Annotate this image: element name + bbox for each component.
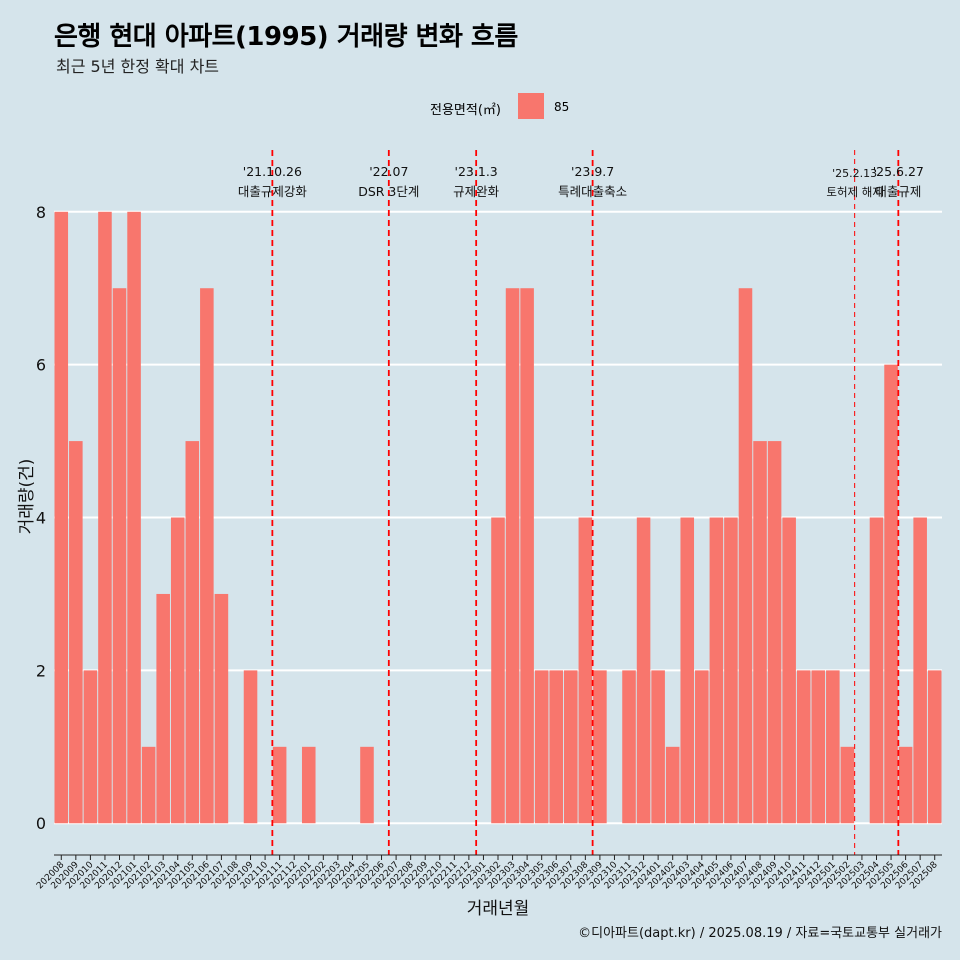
event-date-label: '25.6.27 (873, 164, 924, 179)
bar (185, 441, 200, 824)
bar (549, 670, 564, 824)
chart-title: 은행 현대 아파트(1995) 거래량 변화 흐름 (54, 22, 518, 52)
chart-subtitle: 최근 5년 한정 확대 차트 (56, 57, 220, 76)
event-date-label: '22.07 (369, 164, 408, 179)
event-name-label: 특례대출축소 (558, 184, 627, 199)
bar (636, 517, 651, 824)
bar (884, 364, 898, 824)
bar (738, 288, 753, 824)
source-caption: ©디아파트(dapt.kr) / 2025.08.19 / 자료=국토교통부 실… (578, 926, 942, 941)
event-layer: '21.10.26 대출규제강화 '22.07 DSR 3단계 '23.1.3 규제완화 '… (238, 150, 924, 855)
bar (753, 441, 767, 824)
bar (665, 746, 680, 824)
event-name-label: 대출규제강화 (238, 184, 308, 199)
bar (360, 746, 374, 824)
bar (534, 670, 549, 824)
bar (505, 288, 520, 824)
event-date-label: '25.2.13 (832, 167, 877, 180)
bar (578, 517, 593, 824)
legend: 전용면적(㎡) 85 (0, 92, 960, 122)
bar (869, 517, 884, 824)
event-date-label: '21.10.26 (243, 164, 302, 179)
bar (112, 288, 127, 824)
bar (927, 670, 942, 824)
bar (767, 441, 782, 824)
legend-swatch (518, 93, 544, 119)
x-axis-title: 거래년월 (467, 899, 530, 919)
bar (214, 593, 229, 824)
bar (98, 211, 112, 824)
bar (54, 211, 69, 824)
y-tick-label: 4 (36, 509, 46, 528)
y-tick-label: 6 (36, 356, 46, 375)
y-tick-label: 2 (36, 661, 46, 680)
bar (170, 517, 185, 824)
event-date-label: '23.1.3 (455, 164, 498, 179)
bar (724, 517, 738, 824)
bar (127, 211, 141, 824)
event-name-label: DSR 3단계 (358, 184, 419, 199)
bar-layer (54, 211, 942, 824)
bar (301, 746, 316, 824)
event-date-label: '23.9.7 (571, 164, 614, 179)
bar (272, 746, 287, 824)
legend-item-label: 85 (554, 100, 570, 114)
bar (593, 670, 607, 824)
bar (913, 517, 927, 824)
event-name-label: 규제완화 (453, 184, 500, 199)
bar (156, 593, 170, 824)
bar (651, 670, 665, 824)
bar (782, 517, 796, 824)
event-name-label: 토허제 해제 (826, 185, 883, 199)
bar (622, 670, 636, 824)
bar (840, 746, 855, 824)
bar (69, 441, 83, 824)
bar (695, 670, 709, 824)
bar (200, 288, 214, 824)
bar (520, 288, 534, 824)
bar (83, 670, 98, 824)
bar (680, 517, 695, 824)
bar (826, 670, 840, 824)
bar (564, 670, 578, 824)
bar (141, 746, 156, 824)
bar (243, 670, 258, 824)
bar (811, 670, 826, 824)
y-tick-label: 0 (36, 814, 46, 833)
event-name-label: 대출규제 (875, 184, 921, 199)
bar (898, 746, 913, 824)
bar (491, 517, 505, 824)
y-axis-title: 거래량(건) (17, 459, 37, 535)
bar (796, 670, 811, 824)
legend-title: 전용면적(㎡) (430, 103, 501, 118)
y-tick-label: 8 (36, 203, 46, 222)
bar (709, 517, 724, 824)
